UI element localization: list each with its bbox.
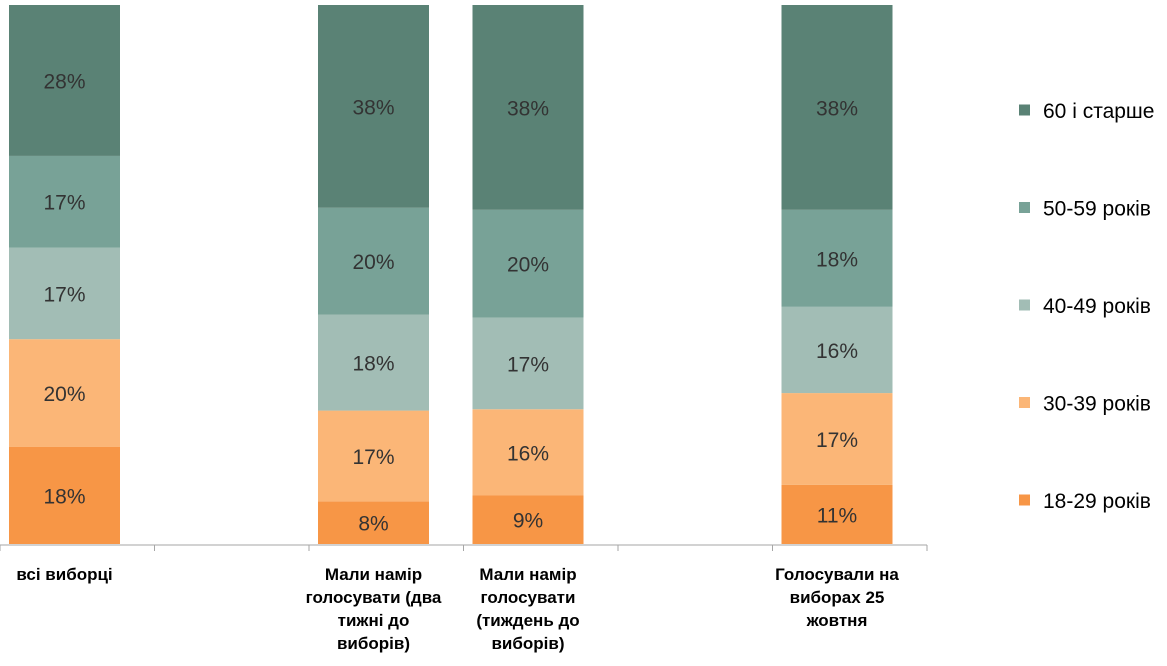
- bar-segment: [472, 209, 584, 318]
- bar-segment: [472, 409, 584, 496]
- bar-segment: [781, 5, 893, 210]
- bar-segment: [9, 155, 120, 248]
- category-label: Мали намір голосувати (два тижні до виборів…: [306, 565, 442, 653]
- category-label-line: жовтня: [806, 611, 868, 630]
- bar-segment: [9, 446, 120, 544]
- x-axis: [0, 544, 928, 551]
- data-label: 38%: [816, 97, 858, 120]
- category-label-line: (тиждень до: [476, 611, 579, 630]
- legend-swatch: [1019, 494, 1030, 506]
- legend-swatch: [1019, 397, 1030, 408]
- category-label: Голосували на виборах 25 жовтня: [775, 565, 899, 630]
- bar-segment: [318, 410, 429, 502]
- data-label: 20%: [352, 251, 394, 274]
- data-label: 16%: [816, 340, 858, 363]
- data-label: 17%: [43, 192, 85, 215]
- data-label: 38%: [507, 97, 549, 120]
- data-label: 17%: [43, 283, 85, 306]
- bar-segment: [472, 495, 584, 544]
- category-label-line: Голосували на: [775, 565, 899, 584]
- bar-segment: [781, 209, 893, 307]
- data-label: 17%: [816, 429, 858, 452]
- category-label-line: тижні до: [338, 611, 410, 630]
- bar-segment: [781, 393, 893, 485]
- data-label: 18%: [352, 353, 394, 376]
- legend-swatch: [1019, 104, 1030, 116]
- bar-segment: [318, 501, 429, 544]
- category-label-line: голосувати (два: [306, 588, 442, 607]
- legend-label: 60 і старше: [1043, 100, 1154, 123]
- legend-label: 30-39 років: [1043, 393, 1151, 416]
- data-label: 17%: [507, 353, 549, 376]
- data-label: 8%: [358, 513, 388, 536]
- legend-swatch: [1019, 299, 1030, 311]
- bar-segment: [9, 247, 120, 340]
- category-label: всі виборці: [16, 565, 112, 584]
- legend-swatch: [1019, 202, 1030, 213]
- bar-segment: [472, 317, 584, 410]
- category-label-line: Мали намір: [479, 565, 576, 584]
- data-label: 9%: [513, 510, 543, 533]
- bar-segment: [318, 314, 429, 411]
- data-label: 16%: [507, 442, 549, 465]
- data-label: 17%: [352, 446, 394, 469]
- category-label-line: виборах 25: [790, 588, 885, 607]
- data-label: 20%: [507, 254, 549, 277]
- data-label: 20%: [43, 383, 85, 406]
- data-label: 11%: [817, 504, 857, 527]
- bar-segment: [9, 5, 120, 156]
- data-label: 18%: [43, 485, 85, 508]
- bar-segment: [472, 5, 584, 210]
- category-labels: всі виборці Мали намір голосувати (два тижн…: [16, 565, 899, 653]
- data-label: 38%: [352, 96, 394, 119]
- category-label-line: всі виборці: [16, 565, 112, 584]
- category-label-line: Мали намір: [325, 565, 422, 584]
- data-label: 18%: [816, 248, 858, 271]
- bar-segment: [781, 306, 893, 394]
- category-label: Мали намір голосувати (тиждень до виборів): [476, 565, 579, 653]
- bar-segment: [9, 339, 120, 447]
- legend-label: 50-59 років: [1043, 198, 1151, 221]
- legend: 60 і старше 50-59 років 40-49 років 30-39 р…: [1019, 100, 1154, 513]
- category-label-line: голосувати: [481, 588, 576, 607]
- category-label-line: виборів): [337, 634, 410, 653]
- bar-segment: [318, 5, 429, 208]
- bar-segment: [781, 484, 893, 544]
- data-label: 28%: [43, 70, 85, 93]
- bars-group: 18% 20% 17% 17% 28% 8% 17% 18% 20% 38% 9% 16% 17% 20%…: [9, 5, 893, 544]
- bar-segment: [318, 207, 429, 315]
- legend-label: 18-29 років: [1043, 490, 1151, 513]
- legend-label: 40-49 років: [1043, 295, 1151, 318]
- category-label-line: виборів): [491, 634, 564, 653]
